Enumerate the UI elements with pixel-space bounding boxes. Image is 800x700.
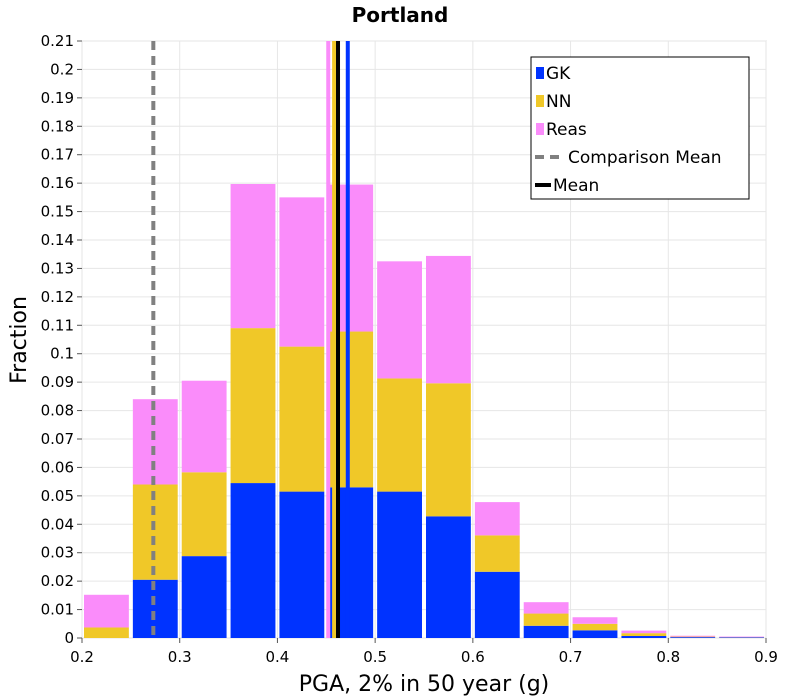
bar-gk-12: [670, 637, 716, 638]
bar-nn-11: [621, 633, 667, 637]
y-tick-label: 0.07: [41, 430, 74, 448]
bar-reas-9: [523, 602, 569, 614]
legend-label: Reas: [546, 120, 587, 140]
bar-nn-3: [230, 328, 276, 484]
bar-reas-2: [181, 380, 227, 473]
x-tick-label: 0.6: [461, 648, 485, 666]
bar-gk-11: [621, 636, 667, 638]
y-tick-label: 0: [64, 629, 74, 647]
y-tick-label: 0.13: [41, 259, 74, 277]
y-tick-label: 0.1: [50, 345, 74, 363]
bar-reas-3: [230, 183, 276, 329]
legend: GK NN Reas Comparison Mean Mean: [530, 56, 750, 200]
bar-gk-4: [279, 491, 325, 638]
x-axis-ticks: 0.2 0.3 0.4 0.5 0.6 0.7 0.8 0.9: [70, 638, 778, 666]
x-tick-label: 0.9: [754, 648, 778, 666]
legend-label: GK: [546, 64, 571, 84]
y-tick-label: 0.05: [41, 487, 74, 505]
bar-nn-10: [572, 623, 618, 631]
y-axis-label: Fraction: [7, 296, 32, 384]
legend-swatch-gk: [536, 67, 544, 79]
x-tick-label: 0.7: [559, 648, 583, 666]
bar-gk-7: [426, 516, 471, 638]
x-tick-label: 0.4: [265, 648, 289, 666]
y-tick-label: 0.14: [41, 231, 74, 249]
x-tick-label: 0.2: [70, 648, 94, 666]
y-tick-label: 0.17: [41, 146, 74, 164]
legend-label: Comparison Mean: [568, 148, 722, 168]
bar-nn-7: [426, 383, 471, 517]
bar-reas-13: [719, 636, 764, 638]
bar-nn-12: [670, 636, 716, 638]
bar-reas-10: [572, 617, 618, 624]
bar-nn-1: [132, 484, 178, 580]
bar-nn-8: [474, 535, 520, 572]
bar-gk-2: [181, 556, 227, 638]
bar-nn-6: [377, 378, 422, 492]
y-tick-label: 0.09: [41, 373, 74, 391]
y-tick-label: 0.21: [41, 32, 74, 50]
bar-gk-8: [474, 571, 520, 638]
bar-reas-8: [474, 502, 520, 536]
y-tick-label: 0.04: [41, 515, 74, 533]
y-tick-label: 0.06: [41, 458, 74, 476]
legend-swatch-reas: [536, 123, 544, 135]
y-tick-label: 0.12: [41, 288, 74, 306]
bar-gk-9: [523, 625, 569, 638]
bar-reas-11: [621, 630, 667, 634]
bar-reas-0: [84, 594, 129, 628]
chart-title: Portland: [352, 3, 449, 27]
mean-lines-layer: [151, 41, 350, 638]
y-tick-label: 0.02: [41, 572, 74, 590]
y-tick-label: 0.08: [41, 402, 74, 420]
bar-gk-13: [719, 637, 764, 638]
bar-nn-4: [279, 346, 325, 492]
bar-gk-10: [572, 630, 618, 638]
bar-gk-3: [230, 483, 276, 638]
legend-label: NN: [546, 92, 571, 112]
bar-reas-4: [279, 197, 325, 347]
bar-nn-0: [84, 627, 129, 638]
y-tick-label: 0.15: [41, 203, 74, 221]
bar-reas-1: [132, 399, 178, 485]
y-tick-label: 0.18: [41, 117, 74, 135]
x-tick-label: 0.5: [363, 648, 387, 666]
y-axis-ticks: 0 0.01 0.02 0.03 0.04 0.05 0.06 0.07 0.08 0.09 0.1…: [41, 32, 82, 647]
y-tick-label: 0.11: [41, 316, 74, 334]
legend-box: [530, 56, 750, 200]
bar-nn-2: [181, 472, 227, 557]
legend-label: Mean: [553, 176, 599, 196]
y-tick-label: 0.16: [41, 174, 74, 192]
y-tick-label: 0.03: [41, 544, 74, 562]
x-tick-label: 0.8: [656, 648, 680, 666]
bar-gk-6: [377, 491, 422, 638]
x-axis-label: PGA, 2% in 50 year (g): [299, 672, 550, 697]
bar-reas-7: [426, 255, 471, 384]
bar-nn-9: [523, 613, 569, 626]
bar-reas-12: [670, 635, 716, 637]
x-tick-label: 0.3: [168, 648, 192, 666]
y-tick-label: 0.2: [50, 60, 74, 78]
y-tick-label: 0.19: [41, 89, 74, 107]
bar-reas-6: [377, 261, 422, 379]
y-tick-label: 0.01: [41, 601, 74, 619]
legend-swatch-nn: [536, 95, 544, 107]
